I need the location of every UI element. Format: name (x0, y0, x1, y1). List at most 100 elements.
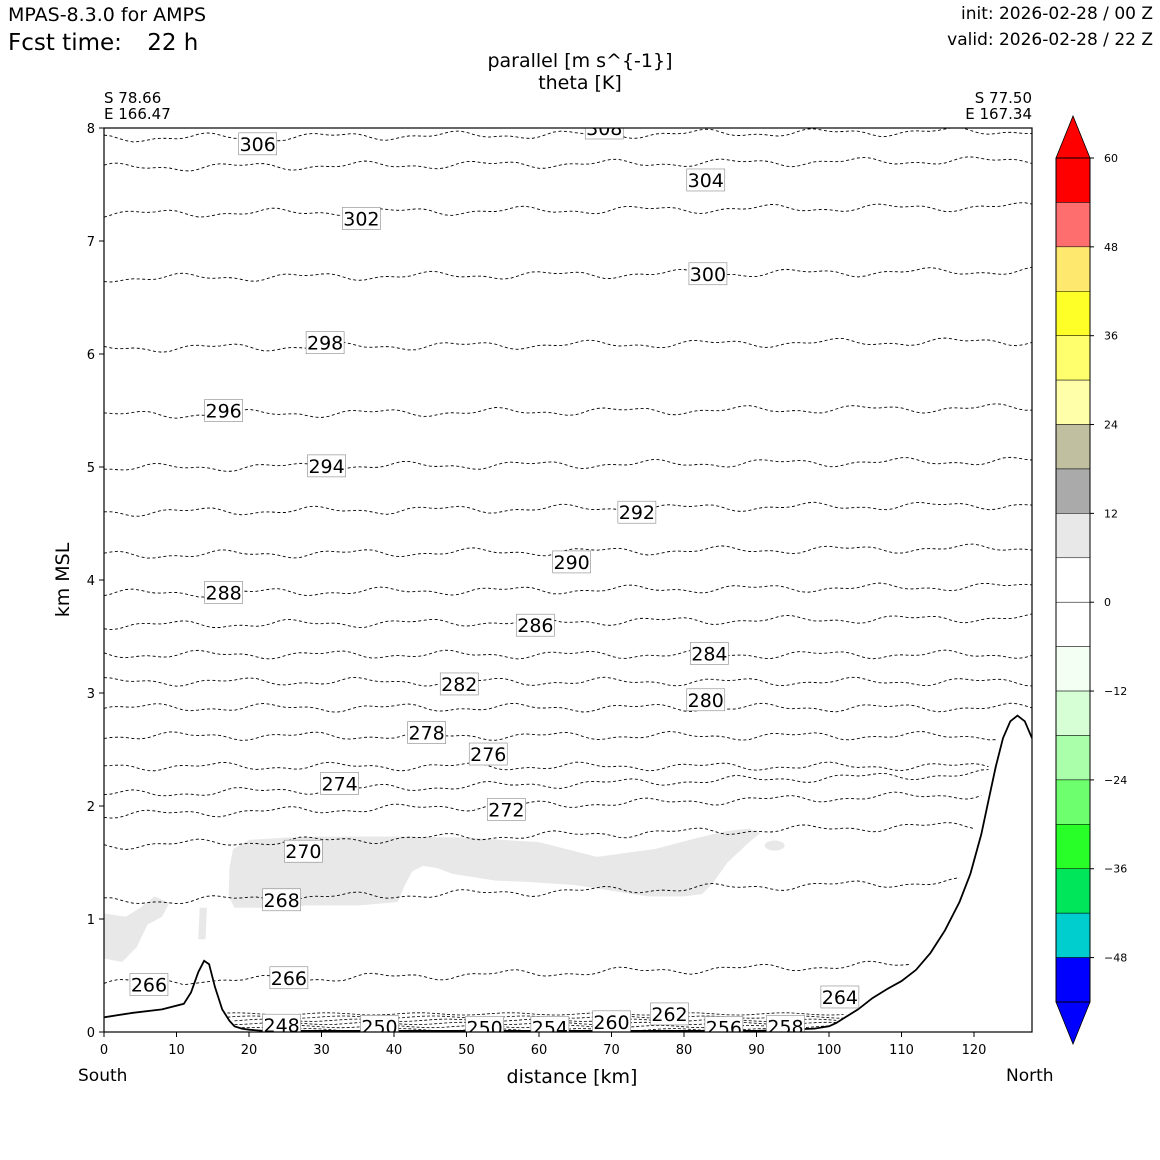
contour-label-304: 304 (688, 170, 724, 192)
colorbar-tick-label-0: 60 (1104, 152, 1118, 165)
contour-label-box-18 (487, 798, 526, 821)
y-tick-label-5: 5 (87, 461, 95, 476)
shaded-speed-region-dot (764, 840, 785, 851)
contour-label-258: 258 (767, 1016, 803, 1038)
theta-contour-282 (104, 676, 1032, 687)
x-tick-label-40: 40 (386, 1043, 403, 1058)
forecast-time-prefix: Fcst time: (8, 30, 122, 56)
theta-contour-286 (104, 613, 1032, 631)
contour-label-296: 296 (205, 401, 241, 423)
contour-label-box-29 (465, 1016, 504, 1032)
colorbar-bin-14 (1055, 779, 1091, 825)
colorbar-bin-3 (1055, 291, 1091, 336)
contour-label-292: 292 (619, 502, 655, 524)
terrain-line (104, 714, 1032, 1032)
theta-contour-284 (104, 649, 1032, 660)
contour-label-box-25 (592, 1010, 631, 1032)
contour-label-266: 266 (131, 975, 167, 997)
colorbar-bin-17 (1055, 912, 1091, 958)
contour-label-box-20 (262, 888, 301, 912)
contour-label-box-9 (552, 550, 591, 574)
theta-contour-272 (104, 791, 982, 819)
contour-label-282: 282 (441, 674, 477, 696)
contour-label-270: 270 (285, 841, 321, 863)
contour-label-250: 250 (466, 1017, 502, 1039)
theta-contour-308 (104, 112, 1032, 126)
start-point-coords: S 78.66 E 166.47 (104, 90, 171, 122)
colorbar-tick-label-4: 12 (1104, 507, 1118, 520)
valid-time: valid: 2026-02-28 / 22 Z (947, 30, 1153, 50)
shaded-speed-region-left (104, 896, 170, 962)
colorbar-bin-18 (1055, 957, 1091, 1003)
colorbar-tick-label-5: 0 (1104, 596, 1111, 609)
chart-title-line2: theta [K] (538, 72, 622, 94)
contour-label-box-5 (305, 331, 345, 355)
colorbar-bin-12 (1055, 690, 1091, 736)
contour-label-276: 276 (470, 744, 506, 766)
theta-contour-292 (104, 501, 1032, 517)
colorbar-tick-label-9: −48 (1104, 952, 1127, 965)
contour-label-box-31 (262, 1013, 301, 1032)
contour-label-302: 302 (343, 208, 379, 230)
theta-contour-276 (104, 761, 989, 772)
y-axis-label: km MSL (52, 542, 74, 617)
colorbar-bin-15 (1055, 824, 1091, 869)
x-tick-label-110: 110 (889, 1043, 914, 1058)
contour-label-278: 278 (408, 723, 444, 745)
contour-label-248: 248 (263, 1015, 299, 1037)
contour-label-box-15 (407, 721, 446, 744)
plot-area: 306 308 304 302 300 298 296 294 292 290 288 286 284 2… (104, 112, 1032, 1039)
contour-label-298: 298 (307, 333, 343, 355)
init-time: init: 2026-02-28 / 00 Z (960, 4, 1153, 24)
y-tick-label-7: 7 (87, 235, 95, 250)
contour-label-308: 308 (586, 118, 622, 140)
start-direction-label: South (78, 1066, 128, 1086)
contour-label-272: 272 (488, 799, 524, 821)
contour-label-288: 288 (205, 582, 241, 604)
theta-contour-294 (104, 456, 1032, 472)
end-direction-label: North (1006, 1066, 1054, 1086)
contour-label-box-8 (617, 500, 657, 524)
contour-label-box-4 (688, 262, 728, 286)
contour-label-box-30 (360, 1015, 399, 1032)
theta-contour-278 (104, 731, 996, 741)
theta-contour-280 (104, 702, 1032, 713)
contour-label-284: 284 (691, 643, 727, 665)
colorbar-tick-label-2: 36 (1104, 330, 1118, 343)
contour-label-box-13 (439, 672, 479, 696)
start-lat: S 78.66 (104, 89, 162, 107)
y-tick-label-0: 0 (87, 1026, 95, 1041)
shaded-speed-region-small (198, 907, 207, 940)
theta-contour-270 (104, 822, 975, 850)
y-tick-label-4: 4 (87, 574, 95, 589)
contour-label-box-21 (269, 966, 309, 990)
colorbar-under-arrow (1055, 1001, 1091, 1046)
contour-label-box-19 (284, 839, 323, 863)
contour-label-box-22 (129, 973, 169, 996)
contour-label-286: 286 (517, 615, 553, 637)
contour-label-264: 264 (822, 987, 858, 1009)
colorbar-bin-7 (1055, 468, 1091, 514)
contour-label-274: 274 (321, 773, 357, 795)
contour-label-box-14 (686, 688, 726, 712)
contour-label-box-10 (204, 581, 243, 604)
colorbar-bin-11 (1055, 646, 1091, 692)
colorbar-bin-2 (1055, 246, 1091, 292)
colorbar-bin-6 (1055, 424, 1091, 470)
x-tick-label-60: 60 (531, 1043, 548, 1058)
x-tick-label-10: 10 (168, 1043, 185, 1058)
contour-label-250: 250 (361, 1016, 397, 1038)
y-tick-label-2: 2 (87, 800, 95, 815)
contour-label-box-6 (204, 399, 243, 422)
theta-contour-302 (104, 202, 1032, 218)
theta-contour-288 (104, 582, 1032, 598)
x-tick-label-70: 70 (603, 1043, 620, 1058)
colorbar-bin-4 (1055, 335, 1091, 381)
contour-label-box-16 (468, 742, 508, 766)
x-tick-label-100: 100 (817, 1043, 842, 1058)
contour-label-280: 280 (688, 690, 724, 712)
contour-label-306: 306 (240, 134, 276, 156)
theta-contour-300 (104, 266, 1032, 283)
contour-label-box-27 (704, 1016, 744, 1032)
